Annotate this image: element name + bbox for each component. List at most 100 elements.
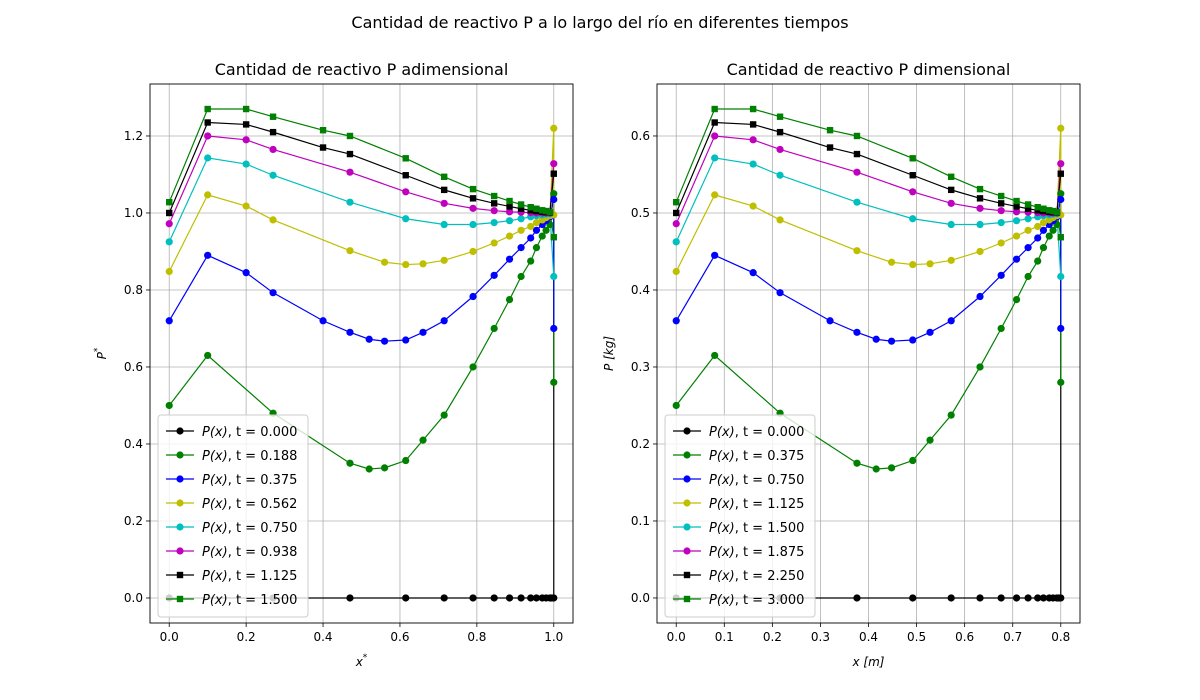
series-2-point-11 [976, 292, 984, 301]
series-1-point-8 [947, 411, 955, 419]
series-5-point-3 [269, 145, 277, 154]
series-4-point-10 [1024, 215, 1032, 223]
legend-item-4: P(x), t = 0.750 [166, 521, 297, 536]
x-tick-label: 0.8 [467, 630, 486, 644]
series-2-point-3 [269, 289, 277, 297]
series-6-point-4 [826, 144, 834, 151]
series-7-point-3 [776, 113, 784, 120]
series-5-point-16 [1057, 160, 1065, 168]
series-4-point-6 [947, 220, 955, 229]
series-2-point-20 [1057, 195, 1065, 204]
series-3-point-14 [1039, 219, 1048, 227]
series-2-point-7 [380, 337, 389, 345]
series-6-point-11 [1024, 205, 1032, 212]
legend-item-6: P(x), t = 2.250 [673, 569, 804, 584]
y-tick-label: 0.6 [124, 360, 143, 374]
series-2-point-20 [550, 195, 558, 204]
series-4-point-1 [204, 154, 212, 162]
series-6-point-0 [673, 209, 680, 217]
series-6-point-3 [269, 128, 277, 136]
legend-label: P(x), t = 0.750 [709, 473, 804, 488]
y-tick-label: 0.5 [631, 206, 650, 220]
legend-marker [683, 571, 691, 579]
y-tick-label: 0.2 [631, 437, 650, 451]
y-tick-label: 1.0 [124, 206, 143, 220]
series-6-point-8 [976, 195, 984, 202]
legend-label: P(x), t = 1.125 [709, 497, 804, 512]
series-6-point-17 [1057, 170, 1064, 177]
series-7-point-12 [1034, 204, 1041, 211]
series-1-point-1 [711, 351, 719, 360]
series-7-point-14 [539, 207, 546, 214]
legend-marker [176, 571, 184, 579]
series-4-point-16 [550, 272, 558, 281]
series-2-point-8 [402, 336, 410, 344]
series-7-point-14 [1046, 207, 1053, 214]
series-3-point-1 [204, 191, 212, 199]
series-5-point-8 [490, 207, 498, 215]
series-2-point-5 [346, 328, 354, 336]
series-4-point-6 [440, 220, 448, 229]
series-6-point-11 [517, 205, 525, 212]
plot-area [672, 105, 1065, 602]
series-7-point-11 [1024, 201, 1032, 208]
series-2-point-5 [853, 328, 861, 336]
legend-box [157, 414, 309, 618]
series-7-point-4 [319, 127, 327, 134]
legend-marker [683, 499, 691, 507]
series-3-point-18 [1057, 124, 1065, 132]
series-7-point-0 [166, 198, 173, 206]
series-5-point-1 [711, 132, 719, 140]
series-1-point-14 [1039, 244, 1048, 252]
legend-item-5: P(x), t = 0.938 [166, 545, 297, 560]
y-tick-label: 0.4 [124, 437, 143, 451]
series-1-point-1 [204, 351, 212, 360]
series-2-markers [672, 195, 1065, 345]
series-5-point-0 [672, 220, 680, 228]
series-1-point-14 [532, 244, 541, 252]
series-5-point-1 [204, 132, 212, 140]
x-tick-label: 0.3 [811, 630, 830, 644]
series-0-point-10 [532, 594, 541, 602]
series-4-point-2 [749, 160, 757, 168]
series-3-point-8 [440, 256, 448, 264]
x-tick-label: 0.2 [763, 630, 782, 644]
figure-suptitle: Cantidad de reactivo P a lo largo del rí… [351, 13, 848, 32]
series-2-point-16 [532, 226, 541, 234]
series-6-point-7 [440, 186, 448, 194]
series-7-point-5 [346, 132, 354, 140]
series-0-point-2 [346, 594, 354, 602]
legend: P(x), t = 0.000 P(x), t = 0.188 P(x), t = … [157, 414, 309, 618]
series-1-point-9 [469, 363, 477, 371]
series-7-point-7 [440, 173, 448, 180]
y-tick-label: 0.8 [124, 283, 143, 297]
series-4-point-0 [672, 238, 680, 246]
series-5-point-9 [1012, 208, 1021, 216]
series-1-point-12 [1024, 272, 1032, 281]
series-6-point-2 [242, 121, 250, 128]
series-3-point-4 [853, 247, 861, 255]
series-1-point-4 [872, 465, 880, 473]
legend-marker [176, 475, 184, 483]
x-tick-label: 0.4 [313, 630, 332, 644]
series-2-point-1 [711, 251, 719, 259]
series-2-point-10 [947, 317, 955, 325]
series-4-point-7 [976, 220, 984, 229]
series-3-point-10 [997, 239, 1005, 247]
legend-marker [683, 427, 691, 435]
x-tick-label: 0.1 [715, 630, 734, 644]
series-4-point-4 [346, 198, 354, 206]
series-0-point-8 [1024, 594, 1032, 602]
series-0-point-3 [402, 594, 410, 602]
series-3-point-18 [550, 124, 558, 132]
series-3-point-12 [1024, 226, 1032, 234]
y-tick-label: 0.2 [124, 514, 143, 528]
series-5-point-3 [776, 145, 784, 154]
series-2-point-15 [527, 234, 535, 242]
series-2-point-2 [749, 269, 757, 277]
ticks: 0.0 0.1 0.2 0.3 0.4 0.5 0.6 0.7 0.8 0.0 0.1 0.2 0.3 0… [631, 129, 1070, 644]
series-4-point-8 [490, 219, 498, 227]
series-7-markers [166, 105, 557, 241]
series-7-point-9 [997, 192, 1005, 200]
legend-label: P(x), t = 1.500 [202, 593, 297, 608]
